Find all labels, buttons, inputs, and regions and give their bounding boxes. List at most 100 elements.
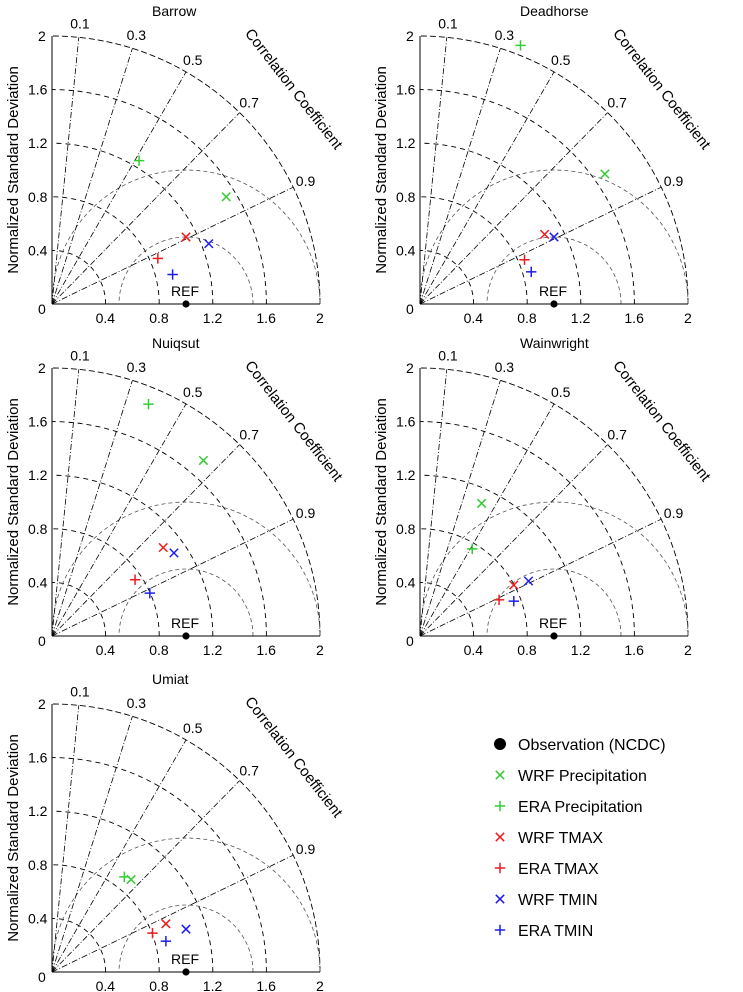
legend-item-era_tmin: ERA TMIN — [494, 923, 593, 940]
corr-ray — [51, 854, 294, 973]
ref-label: REF — [539, 283, 567, 299]
x-tick-label: 1.2 — [203, 310, 223, 326]
std-arc — [51, 421, 267, 637]
std-arc — [51, 528, 160, 637]
x-tick-label: 2 — [684, 310, 692, 326]
legend-label: ERA Precipitation — [518, 799, 643, 816]
y-tick-label: 0.4 — [396, 242, 416, 258]
y-tick-label: 0.8 — [28, 189, 48, 205]
point-wrf_prec — [600, 169, 610, 179]
y-tick-label: 0.8 — [28, 857, 48, 873]
corr-ray — [51, 71, 187, 305]
y-tick-label: 1.6 — [396, 82, 416, 98]
corr-tick-label: 0.9 — [296, 505, 316, 521]
point-wrf_tmin — [523, 576, 534, 586]
x-tick-label: 1.2 — [203, 978, 223, 992]
corr-ray — [51, 444, 240, 637]
corr-ray — [419, 518, 662, 637]
y-tick-label: 1.2 — [396, 467, 416, 483]
corr-tick-label: 0.1 — [438, 347, 458, 363]
y-tick-label: 0.4 — [28, 574, 48, 590]
y-tick-label: 0.4 — [28, 910, 48, 926]
y-tick-label: 0.8 — [28, 521, 48, 537]
taylor-panel-nuiqsut: Nuiqsut 0.1 0.3 0.5 0.7 0.9 0 0.4 0.4 0.8 0.8 1.2 1.… — [5, 335, 346, 658]
corr-tick-label: 0.3 — [495, 359, 515, 375]
point-era_tmin — [508, 595, 519, 607]
corr-ray — [51, 780, 240, 973]
point-wrf_tmax — [161, 919, 171, 929]
corr-ray — [419, 48, 501, 305]
corr-tick-label: 0.9 — [296, 173, 316, 189]
corr-ray — [51, 112, 240, 305]
corr-ray — [51, 48, 133, 305]
ref-label: REF — [171, 951, 199, 967]
y-tick-label: 0.8 — [396, 521, 416, 537]
legend-label: WRF TMIN — [518, 892, 598, 909]
ref-point — [182, 968, 190, 976]
corr-tick-label: 0.7 — [607, 427, 627, 443]
corr-ray — [51, 739, 187, 973]
corr-tick-label: 0.5 — [183, 52, 203, 68]
point-era_tmax — [129, 574, 141, 585]
std-arc — [51, 864, 160, 973]
ref-label: REF — [171, 615, 199, 631]
corr-tick-label: 0.9 — [296, 841, 316, 857]
x-tick-label: 0.4 — [96, 310, 116, 326]
std-arc — [51, 474, 214, 637]
corr-tick-label: 0.5 — [551, 384, 571, 400]
legend-item-wrf_tmax: WRF TMAX — [495, 830, 603, 847]
x-tick-label: 2 — [316, 642, 324, 658]
corr-tick-label: 0.3 — [127, 359, 147, 375]
arc-title: Correlation Coefficient — [609, 26, 714, 154]
point-wrf_tmin — [204, 238, 214, 249]
y-tick-label: 0.8 — [396, 189, 416, 205]
std-arc — [419, 421, 635, 637]
y-tick-label: 2 — [406, 28, 414, 44]
point-era_tmax — [152, 253, 164, 264]
x-tick-label: 0.8 — [149, 642, 169, 658]
corr-tick-label: 0.7 — [239, 95, 259, 111]
point-era_prec — [133, 155, 145, 166]
corr-tick-label: 0.9 — [664, 505, 684, 521]
y-tick-label: 2 — [38, 696, 46, 712]
std-arc — [51, 581, 107, 637]
std-arc — [51, 249, 107, 305]
corr-tick-label: 0.7 — [239, 763, 259, 779]
corr-ray — [419, 186, 662, 305]
taylor-panel-wainwright: Wainwright 0.1 0.3 0.5 0.7 0.9 0 0.4 0.4 0.8 0.8 1.… — [373, 335, 714, 658]
corr-ray — [51, 37, 80, 305]
std-arc — [51, 35, 321, 305]
ref-point — [550, 632, 558, 640]
legend-label: WRF TMAX — [518, 830, 603, 847]
x-tick-label: 1.6 — [256, 978, 276, 992]
x-tick-label: 1.2 — [571, 310, 591, 326]
ref-point — [550, 300, 558, 308]
corr-ray — [51, 716, 133, 973]
corr-ray — [419, 71, 555, 305]
taylor-panel-barrow: Barrow 0.1 0.3 0.5 0.7 0.9 0 0.4 0.4 0.8 0.8 1.2 1.2… — [5, 3, 346, 326]
panel-title: Wainwright — [520, 335, 589, 351]
ref-point — [182, 300, 190, 308]
rms-arc — [51, 837, 321, 973]
corr-tick-label: 0.1 — [70, 683, 90, 699]
rms-arc — [419, 169, 689, 305]
point-era_prec — [515, 40, 526, 51]
corr-ray — [51, 705, 80, 973]
point-wrf_tmax — [181, 232, 191, 242]
legend-label: ERA TMIN — [518, 923, 593, 940]
arc-title: Correlation Coefficient — [609, 358, 714, 486]
y-tick-label: 2 — [406, 360, 414, 376]
std-arc — [51, 367, 321, 637]
std-arc — [51, 757, 267, 973]
legend-marker — [494, 738, 506, 750]
std-arc — [51, 142, 214, 305]
corr-ray — [51, 518, 294, 637]
arc-title: Correlation Coefficient — [241, 694, 346, 822]
legend: Observation (NCDC) WRF Precipitation ERA P… — [494, 737, 666, 940]
corr-tick-label: 0.3 — [495, 27, 515, 43]
point-wrf_prec — [221, 192, 231, 202]
legend-marker — [495, 770, 505, 780]
point-era_tmax — [147, 927, 158, 939]
x-tick-label: 1.6 — [624, 642, 644, 658]
point-era_tmin — [160, 935, 172, 947]
